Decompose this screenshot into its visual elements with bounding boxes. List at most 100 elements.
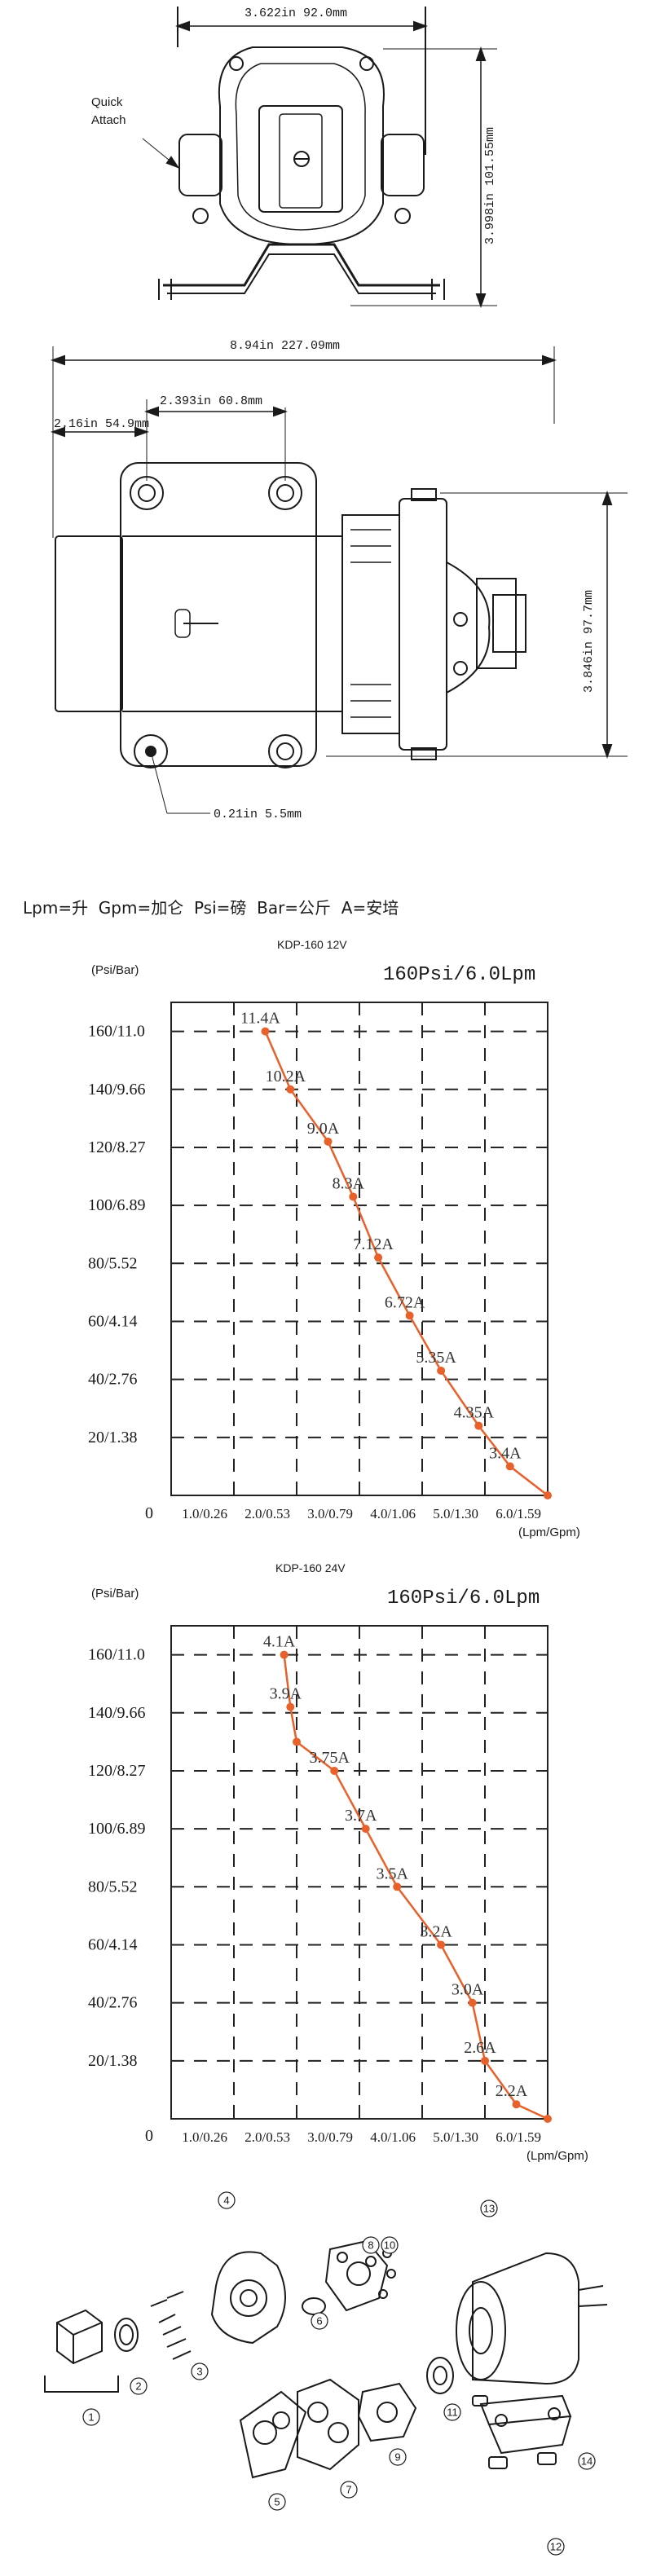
x-tick-label: 3.0/0.79 [307, 1506, 353, 1521]
part-number-label: 12 [550, 2541, 562, 2553]
side-view-svg: 8.94in 227.09mm 2.393in 60.8mm 2.16in 54… [51, 339, 628, 821]
part-pump-head [210, 2251, 286, 2345]
y-tick-label: 60/4.14 [88, 1312, 138, 1330]
top-view-svg: 3.622in 92.0mm 3.998in 101.55mm Quick At… [91, 7, 497, 308]
data-label: 4.1A [263, 1633, 296, 1651]
data-point [324, 1137, 333, 1146]
part-number-circle [578, 2452, 596, 2470]
data-label: 3.0A [452, 1981, 484, 1999]
data-point [512, 2100, 521, 2109]
data-point [261, 1027, 270, 1036]
data-point [280, 1650, 289, 1659]
x-tick-label: 2.0/0.53 [244, 2129, 290, 2145]
y-axis-unit: (Psi/Bar) [91, 963, 139, 977]
y-tick-label: 20/1.38 [88, 1429, 138, 1447]
chart-12v-svg: KDP-160 12V 160Psi/6.0Lpm (Psi/Bar) (Lpm… [88, 938, 580, 1539]
data-point [405, 1311, 414, 1320]
data-point [474, 1421, 483, 1430]
data-label: 8.3A [333, 1174, 365, 1192]
data-point [468, 1998, 477, 2007]
part-number-circle [130, 2377, 148, 2395]
data-point [361, 1825, 370, 1834]
data-point [437, 1940, 446, 1949]
y-axis-unit: (Psi/Bar) [91, 1587, 139, 1601]
part-bracket-screws [488, 2456, 508, 2469]
data-label: 9.0A [307, 1120, 340, 1138]
part-number-circle [311, 2312, 328, 2330]
chart-24v-svg: KDP-160 24V 160Psi/6.0Lpm (Psi/Bar) (Lpm… [88, 1561, 588, 2163]
chart-title: KDP-160 12V [277, 938, 347, 951]
data-label: 3.7A [345, 1807, 377, 1825]
part-wobble-plate [357, 2382, 417, 2442]
data-label: 5.35A [416, 1349, 456, 1367]
part-number-label: 3 [196, 2366, 202, 2378]
data-label: 7.12A [353, 1235, 394, 1253]
top-view-drawing: 3.622in 92.0mm 3.998in 101.55mm Quick At… [0, 0, 652, 326]
y-tick-label: 60/4.14 [88, 1935, 138, 1953]
part-number-circle [340, 2481, 358, 2499]
part-number-label: 13 [483, 2203, 495, 2215]
part-number-label: 4 [223, 2195, 229, 2207]
part-motor [456, 2252, 608, 2385]
y-tick-label: 120/8.27 [88, 1762, 146, 1780]
x-tick-label: 4.0/1.06 [370, 2129, 416, 2145]
x-axis-unit: (Lpm/Gpm) [518, 1526, 580, 1539]
part-number-circle [381, 2236, 399, 2254]
x-tick-label: 4.0/1.06 [370, 1506, 416, 1521]
part-number-label: 11 [447, 2406, 458, 2419]
data-point [374, 1253, 383, 1262]
x-tick-label: 6.0/1.59 [496, 2129, 541, 2145]
origin-label: 0 [145, 1504, 153, 1522]
y-tick-label: 80/5.52 [88, 1878, 138, 1896]
part-number-label: 8 [368, 2239, 373, 2252]
exploded-view: 1 2 3 4 5 6 7 8 9 10 11 12 13 14 [0, 2176, 652, 2576]
data-label: 3.2A [420, 1922, 452, 1940]
chart-title: KDP-160 24V [275, 1561, 346, 1574]
data-label: 6.72A [385, 1293, 425, 1311]
height-dimension-label: 3.998in 101.55mm [483, 127, 497, 244]
data-label: 3.75A [309, 1749, 350, 1767]
part-number-circle [389, 2448, 407, 2466]
length-dimension-label: 8.94in 227.09mm [230, 339, 340, 353]
part-number-circle [268, 2493, 286, 2511]
y-tick-label: 100/6.89 [88, 1196, 146, 1214]
y-tick-label: 160/11.0 [88, 1646, 145, 1664]
y-tick-label: 100/6.89 [88, 1820, 146, 1838]
x-tick-label: 1.0/0.26 [182, 2129, 227, 2145]
quick-attach-label-2: Attach [91, 113, 126, 127]
width-dimension-label: 3.622in 92.0mm [244, 7, 347, 20]
x-tick-label: 6.0/1.59 [496, 1506, 541, 1521]
series-line [283, 1654, 548, 2120]
series-line [264, 1031, 548, 1496]
side-height-dimension-label: 3.846in 97.7mm [582, 590, 596, 693]
data-label: 4.35A [454, 1404, 495, 1422]
part-number-label: 1 [88, 2411, 94, 2424]
data-point [286, 1702, 295, 1711]
data-point [330, 1766, 339, 1775]
data-point [293, 1737, 301, 1746]
part-number-label: 9 [394, 2451, 400, 2464]
hole-span-dimension-label: 2.393in 60.8mm [160, 394, 262, 408]
part-valve-seat [302, 2297, 326, 2315]
x-axis-unit: (Lpm/Gpm) [526, 2149, 588, 2163]
data-label: 2.6A [464, 2039, 496, 2057]
y-tick-label: 120/8.27 [88, 1138, 146, 1156]
data-point [544, 2115, 552, 2123]
y-tick-label: 40/2.76 [88, 1371, 138, 1389]
part-number-label: 5 [274, 2496, 280, 2508]
x-tick-label: 3.0/0.79 [307, 2129, 353, 2145]
y-tick-label: 80/5.52 [88, 1254, 138, 1272]
data-point [393, 1882, 402, 1891]
data-label: 3.9A [270, 1685, 302, 1703]
part-bearing [426, 2357, 454, 2394]
part-screws [150, 2291, 192, 2360]
x-tick-label: 5.0/1.30 [433, 2129, 478, 2145]
part-number-circle [443, 2403, 461, 2421]
part-number-circle [82, 2408, 100, 2426]
data-label: 11.4A [240, 1010, 280, 1028]
offset-dimension-label: 2.16in 54.9mm [54, 417, 149, 431]
data-label: 3.5A [376, 1865, 408, 1882]
chart-rating: 160Psi/6.0Lpm [383, 964, 535, 986]
part-number-circle [480, 2200, 498, 2217]
data-point [505, 1462, 514, 1471]
